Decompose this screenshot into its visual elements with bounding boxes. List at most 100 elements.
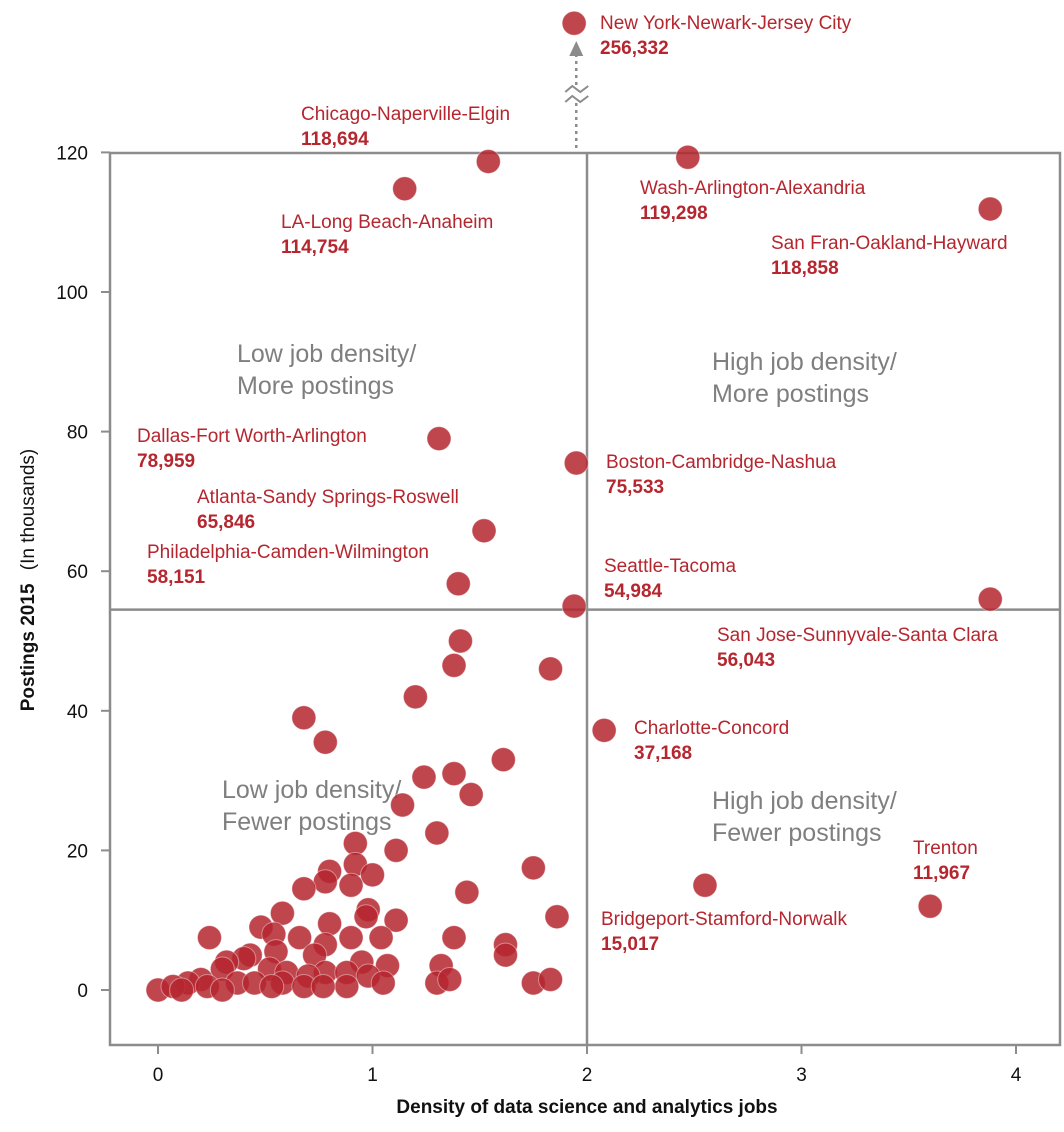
x-tick-label: 3 (796, 1065, 807, 1086)
city-value: 54,984 (604, 581, 663, 602)
data-point (338, 872, 364, 898)
data-point (441, 652, 467, 678)
city-name: Boston-Cambridge-Nashua (606, 452, 837, 473)
data-point (538, 967, 564, 993)
city-name: Charlotte-Concord (634, 718, 789, 739)
data-point (411, 764, 437, 790)
data-point-labeled (561, 593, 587, 619)
city-name: Philadelphia-Camden-Wilmington (147, 542, 429, 563)
city-name: LA-Long Beach-Anaheim (281, 212, 493, 233)
y-tick-label: 120 (56, 143, 88, 164)
city-label: Boston-Cambridge-Nashua 75,533 (606, 452, 837, 498)
data-point (338, 925, 364, 951)
data-point-labeled (675, 144, 701, 170)
data-point (390, 792, 416, 818)
data-point (520, 855, 546, 881)
city-value: 56,043 (717, 650, 775, 671)
data-point (334, 974, 360, 1000)
y-tick-label: 0 (77, 981, 88, 1002)
city-name: Trenton (913, 838, 978, 859)
quadrant-label-line: Low job density/ (237, 340, 416, 368)
data-point (454, 879, 480, 905)
data-point (490, 747, 516, 773)
city-label: Trenton 11,967 (913, 838, 978, 884)
data-point (441, 761, 467, 787)
data-point (312, 869, 338, 895)
city-value: 118,858 (771, 258, 839, 279)
x-axis-title: Density of data science and analytics jo… (396, 1097, 777, 1118)
data-point (291, 705, 317, 731)
city-name: New York-Newark-Jersey City (600, 13, 852, 34)
data-point-labeled (445, 571, 471, 597)
data-point (269, 900, 295, 926)
city-value: 37,168 (634, 743, 692, 764)
city-value: 65,846 (197, 512, 255, 533)
data-point (317, 911, 343, 937)
data-point-labeled (561, 10, 587, 36)
data-point (538, 656, 564, 682)
break-zigzag-top (564, 84, 589, 94)
city-value: 11,967 (913, 863, 970, 884)
y-axis-title-unit: (In thousands) (18, 449, 39, 570)
quadrant-labels: Low job density/More postings High job de… (222, 340, 897, 847)
city-label: New York-Newark-Jersey City 256,332 (600, 13, 852, 59)
x-tick-label: 0 (153, 1065, 164, 1086)
data-point (353, 904, 379, 930)
data-point (492, 942, 518, 968)
y-tick-label: 40 (67, 702, 88, 723)
plot-border (108, 151, 1062, 1047)
city-value: 256,332 (600, 38, 669, 59)
quadrant-label-line: High job density/ (712, 787, 897, 815)
city-value: 58,151 (147, 567, 206, 588)
data-point (544, 904, 570, 930)
quadrant-label-line: High job density/ (712, 348, 897, 376)
city-value: 114,754 (281, 237, 349, 258)
city-label: Philadelphia-Camden-Wilmington 58,151 (147, 542, 429, 588)
data-point-labeled (392, 176, 418, 202)
break-arrowhead (569, 41, 584, 56)
quadrant-label-line: Low job density/ (222, 776, 401, 804)
data-point (458, 782, 484, 808)
city-label: San Jose-Sunnyvale-Santa Clara 56,043 (717, 625, 998, 671)
data-point-labeled (426, 426, 452, 452)
quadrant-label-line: Fewer postings (712, 819, 882, 847)
city-labels: New York-Newark-Jersey City 256,332 Chicag… (137, 13, 1008, 955)
city-value: 75,533 (606, 477, 664, 498)
data-point (287, 925, 313, 951)
y-tick-label: 80 (67, 423, 88, 444)
city-label: LA-Long Beach-Anaheim 114,754 (281, 212, 493, 258)
data-point-labeled (977, 586, 1003, 612)
city-label: Bridgeport-Stamford-Norwalk 15,017 (601, 909, 848, 955)
city-label: Charlotte-Concord 37,168 (634, 718, 789, 764)
x-tick-label: 1 (367, 1065, 378, 1086)
city-name: Atlanta-Sandy Springs-Roswell (197, 487, 459, 508)
y-axis-title: Postings 2015 (In thousands) (18, 449, 39, 712)
city-value: 15,017 (601, 934, 659, 955)
data-point-labeled (977, 196, 1003, 222)
city-name: Wash-Arlington-Alexandria (640, 178, 866, 199)
city-label: Dallas-Fort Worth-Arlington 78,959 (137, 426, 367, 472)
data-point (360, 862, 385, 888)
data-point (310, 974, 336, 1000)
y-tick-label: 100 (56, 283, 88, 304)
axis-break-marker (563, 41, 590, 148)
city-name: Seattle-Tacoma (604, 556, 736, 577)
quadrant-label-line: More postings (712, 380, 869, 408)
y-axis-title-main: Postings 2015 (18, 583, 39, 711)
city-value: 118,694 (301, 129, 369, 150)
city-name: Dallas-Fort Worth-Arlington (137, 426, 367, 447)
y-tick-label: 60 (67, 562, 88, 583)
data-point (441, 925, 467, 951)
data-point (383, 837, 409, 863)
city-label: Atlanta-Sandy Springs-Roswell 65,846 (197, 487, 459, 533)
x-tick-label: 4 (1011, 1065, 1022, 1086)
city-label: Seattle-Tacoma 54,984 (604, 556, 736, 602)
data-point-labeled (471, 518, 497, 544)
quadrant-label-line: More postings (237, 372, 394, 400)
data-point (424, 820, 450, 846)
plot-frame (108, 151, 1062, 1047)
data-point-labeled (591, 717, 617, 743)
x-tick-label: 2 (582, 1065, 593, 1086)
